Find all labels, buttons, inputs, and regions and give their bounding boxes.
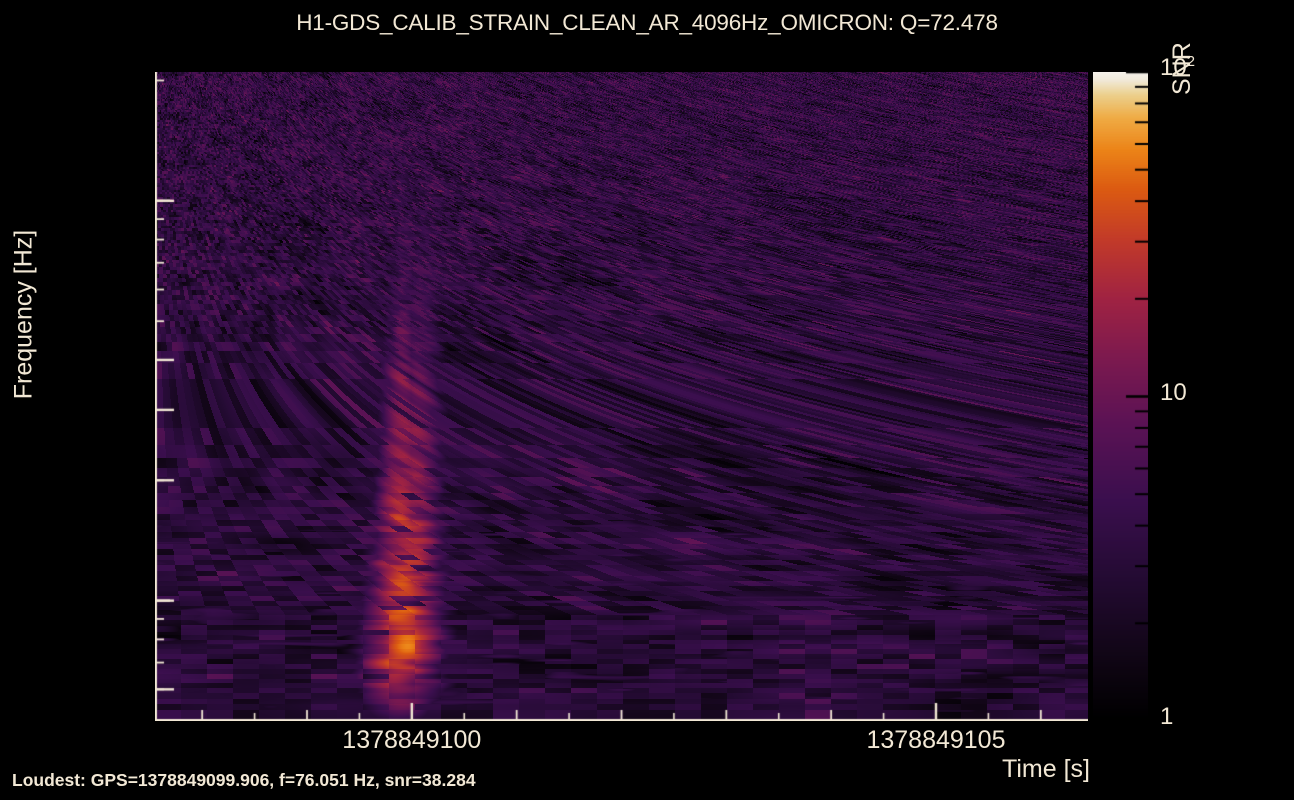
x-tick-label: 1378849100 — [342, 726, 482, 754]
y-axis-tick-labels: 1034×1023×1022×10210260 — [0, 0, 146, 800]
cbar-tick-exponent: 2 — [1186, 54, 1195, 70]
cbar-tick-mantissa: 10 — [1160, 54, 1187, 81]
snr-colorbar — [1093, 72, 1148, 721]
loudest-event-annotation: Loudest: GPS=1378849099.906, f=76.051 Hz… — [12, 770, 476, 790]
colorbar-tick-label: 10 — [1160, 378, 1187, 406]
x-tick-label: 1378849105 — [866, 726, 1006, 754]
colorbar-title: SNR — [1168, 42, 1196, 95]
spectrogram-heatmap — [155, 72, 1088, 721]
colorbar-tick-label: 102 — [1160, 54, 1195, 81]
page-title: H1-GDS_CALIB_STRAIN_CLEAN_AR_4096Hz_OMIC… — [296, 10, 998, 35]
colorbar-tick-label: 1 — [1160, 703, 1174, 730]
x-axis-title: Time [s] — [1002, 755, 1090, 783]
